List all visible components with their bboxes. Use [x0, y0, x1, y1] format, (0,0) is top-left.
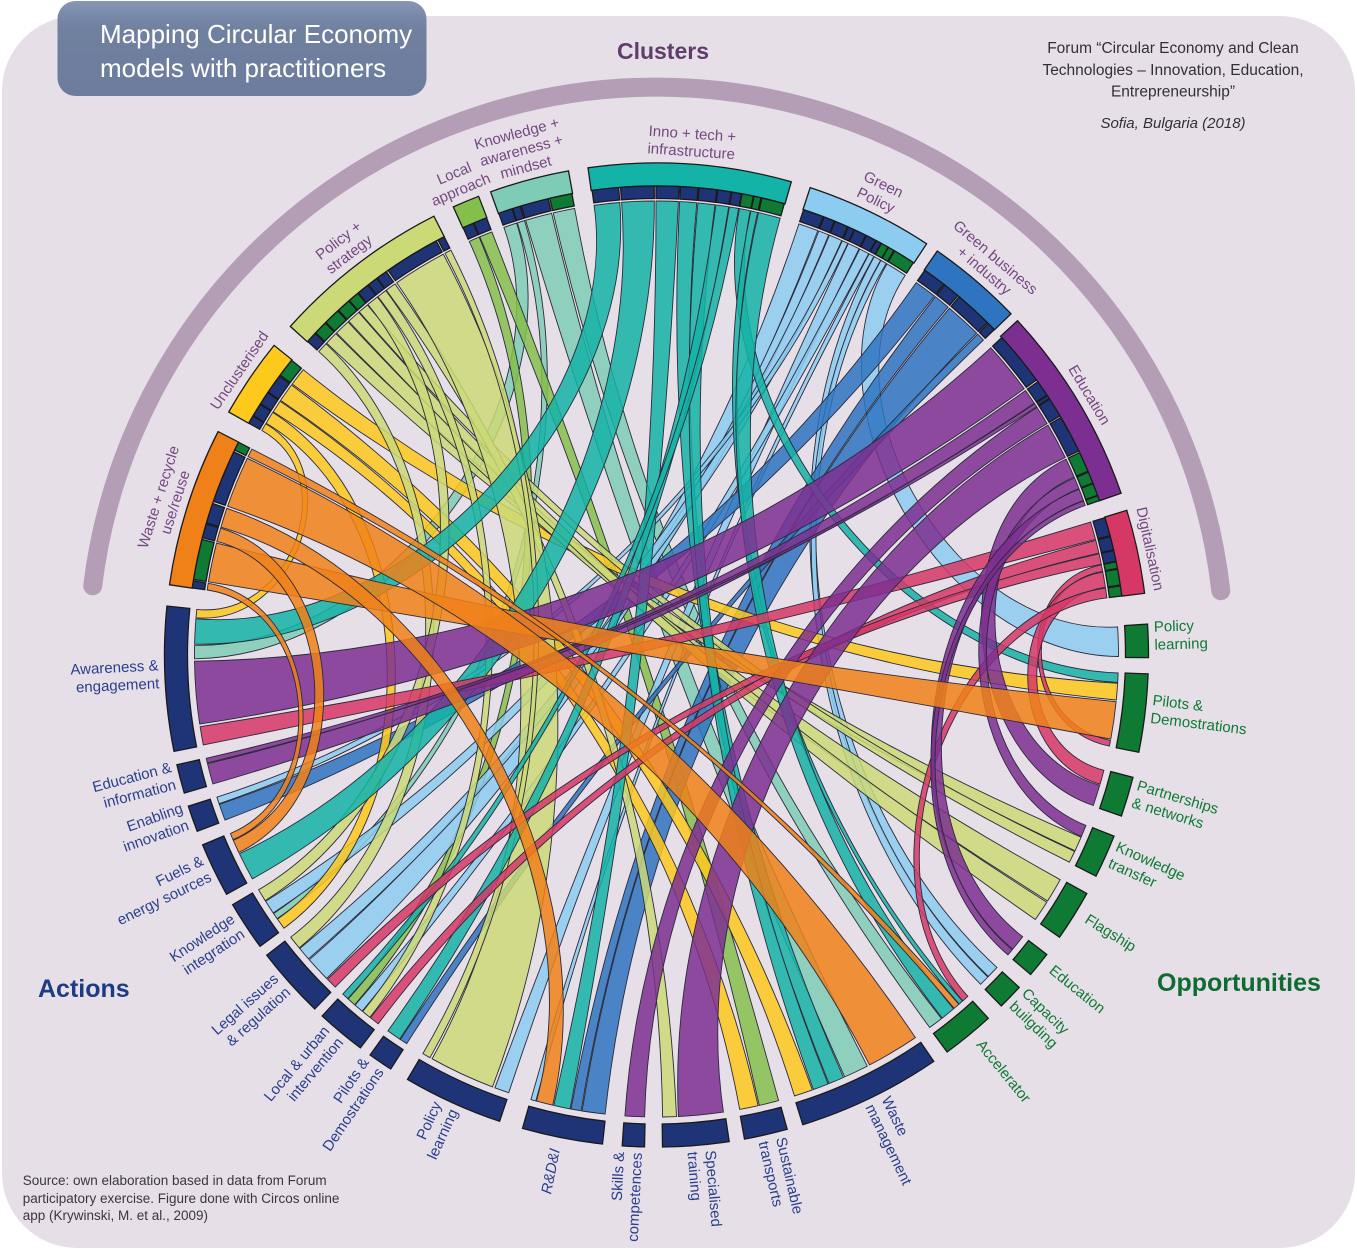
svg-text:training: training: [684, 1151, 705, 1201]
svg-text:Pilots &: Pilots &: [1152, 692, 1205, 715]
svg-text:models with practitioners: models with practitioners: [100, 53, 386, 83]
svg-text:Opportunities: Opportunities: [1157, 969, 1321, 997]
svg-text:participatory exercise. Figure: participatory exercise. Figure done with…: [23, 1191, 340, 1206]
svg-text:Awareness &: Awareness &: [70, 657, 159, 678]
svg-text:Mapping Circular Economy: Mapping Circular Economy: [100, 19, 412, 49]
svg-text:app (Krywinski, M. et al., 200: app (Krywinski, M. et al., 2009): [23, 1208, 208, 1223]
svg-text:Specialised: Specialised: [701, 1150, 724, 1228]
svg-text:Actions: Actions: [38, 975, 130, 1003]
svg-text:Skills &: Skills &: [609, 1151, 628, 1201]
svg-text:Clusters: Clusters: [617, 38, 709, 64]
svg-text:Source: own elaboration based: Source: own elaboration based in data fr…: [23, 1173, 327, 1188]
svg-text:learning: learning: [1154, 635, 1208, 654]
svg-text:Sofia, Bulgaria (2018): Sofia, Bulgaria (2018): [1100, 115, 1245, 132]
svg-text:Forum “Circular Economy and Cl: Forum “Circular Economy and Clean: [1047, 40, 1299, 57]
svg-text:Inno + tech +: Inno + tech +: [648, 123, 737, 146]
svg-text:engagement: engagement: [76, 675, 161, 696]
svg-text:Entrepreneurship”: Entrepreneurship”: [1111, 84, 1235, 101]
svg-text:Policy: Policy: [1154, 618, 1195, 636]
svg-text:Technologies – Innovation, Edu: Technologies – Innovation, Education,: [1042, 62, 1303, 79]
svg-text:infrastructure: infrastructure: [647, 140, 736, 163]
svg-text:competences: competences: [625, 1152, 646, 1242]
